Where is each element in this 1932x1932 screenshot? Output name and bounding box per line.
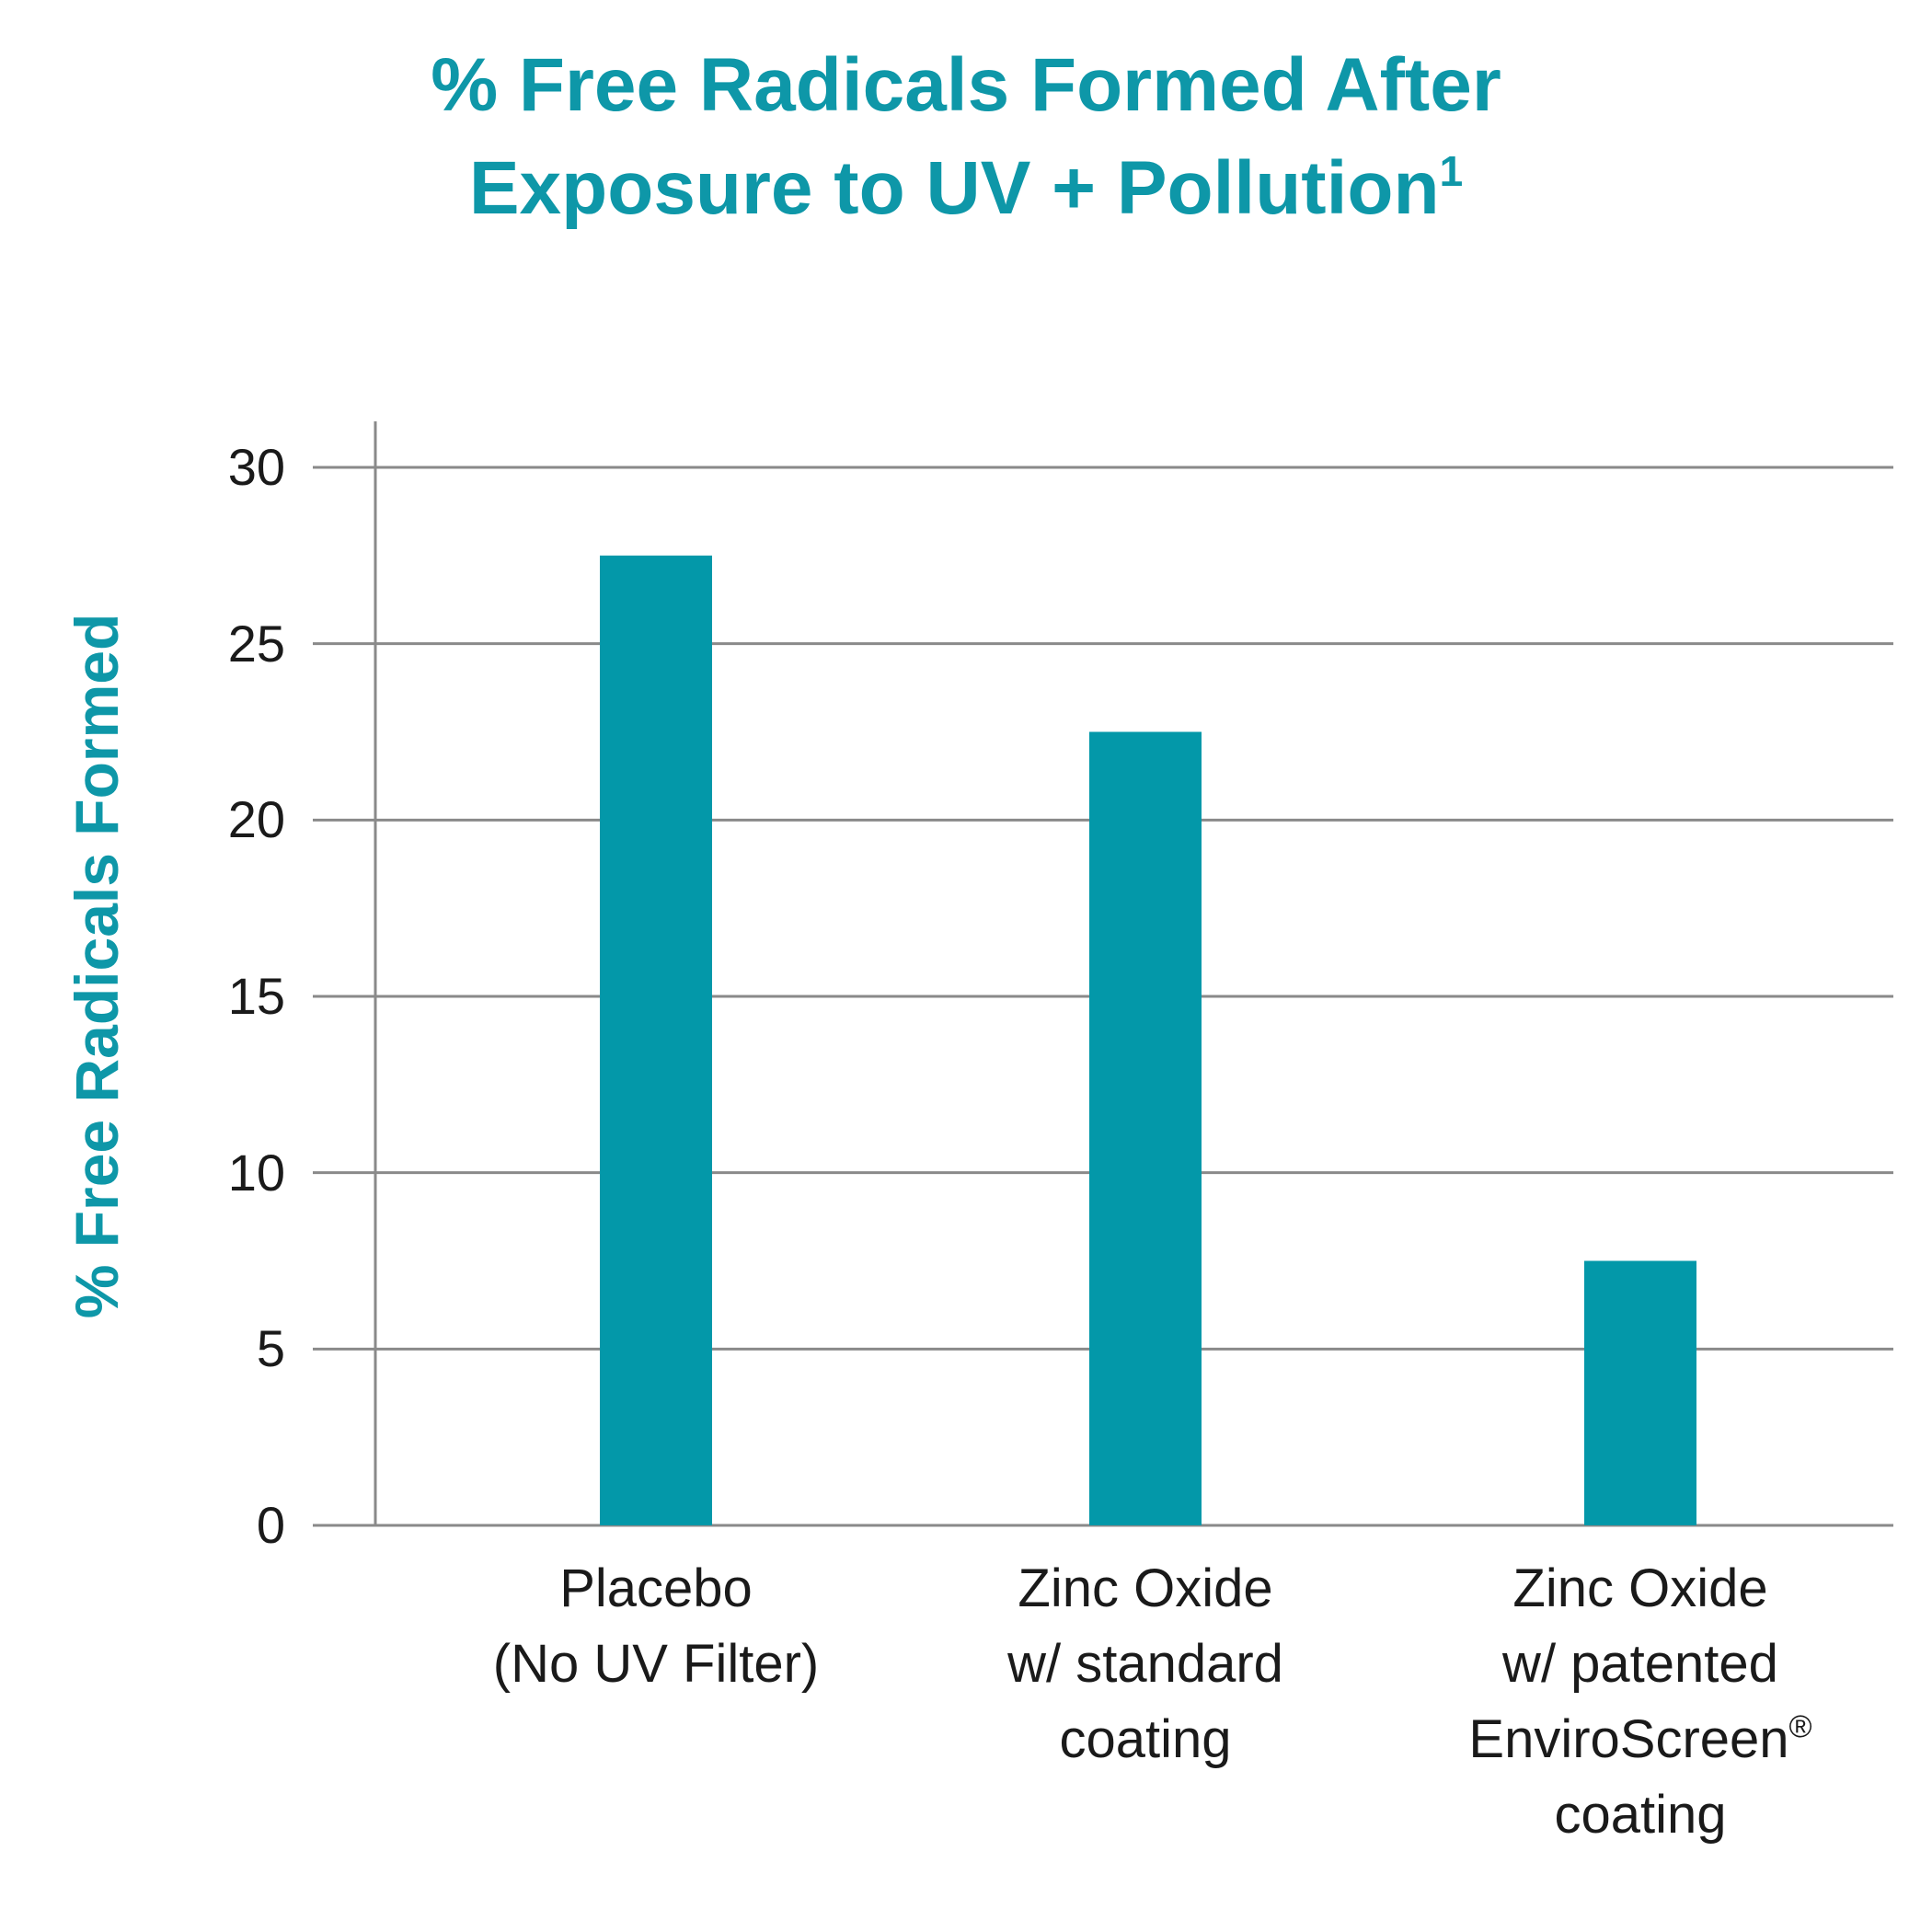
bar-3 (1584, 1260, 1696, 1525)
x-tick-label-3: Zinc Oxide w/ patented EnviroScreen® coatin… (1468, 1551, 1811, 1853)
x-tick-label-line: coating (1468, 1777, 1811, 1853)
y-tick-label-0: 0 (256, 1496, 285, 1554)
x-tick-label-text: w/ patented (1502, 1634, 1778, 1694)
bar-2 (1089, 731, 1202, 1525)
x-tick-label-text: coating (1554, 1785, 1727, 1845)
x-tick-label-1: Placebo (No UV Filter) (493, 1551, 819, 1702)
title-superscript: 1 (1439, 147, 1464, 195)
chart-title-line-1: % Free Radicals Formed After (431, 43, 1501, 127)
chart-title-line-2: Exposure to UV + Pollution1 (0, 150, 1932, 226)
x-tick-label-line: coating (1007, 1702, 1283, 1777)
x-tick-label-line: Placebo (493, 1551, 819, 1627)
x-tick-label-line: Zinc Oxide (1007, 1551, 1283, 1627)
chart-title-line-2-text: Exposure to UV + Pollution (468, 146, 1440, 230)
x-tick-label-text: EnviroScreen (1468, 1709, 1789, 1769)
x-tick-label-text: Zinc Oxide (1018, 1558, 1273, 1618)
registered-mark: ® (1788, 1709, 1812, 1744)
x-tick-label-line: Zinc Oxide (1468, 1551, 1811, 1627)
x-tick-label-text: w/ standard (1007, 1634, 1283, 1694)
x-tick-label-text: coating (1059, 1709, 1232, 1769)
y-tick-label-30: 30 (227, 438, 285, 496)
x-tick-label-line: (No UV Filter) (493, 1627, 819, 1702)
x-tick-label-line: w/ patented (1468, 1627, 1811, 1702)
x-tick-label-text: Placebo (559, 1558, 753, 1618)
y-tick-label-25: 25 (227, 614, 285, 673)
bar-1 (600, 555, 712, 1526)
y-tick-label-10: 10 (227, 1143, 285, 1202)
x-tick-label-text: (No UV Filter) (492, 1634, 820, 1694)
y-tick-label-15: 15 (227, 967, 285, 1025)
x-tick-label-2: Zinc Oxide w/ standard coating (1007, 1551, 1283, 1777)
y-tick-label-20: 20 (227, 790, 285, 849)
y-tick-label-5: 5 (256, 1319, 285, 1378)
x-tick-label-line: EnviroScreen® (1468, 1702, 1811, 1777)
x-tick-label-line: w/ standard (1007, 1627, 1283, 1702)
x-tick-label-text: Zinc Oxide (1512, 1558, 1768, 1618)
